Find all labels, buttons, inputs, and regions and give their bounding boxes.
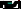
Bar — [3, 2, 5, 8]
Bar — [5, 2, 6, 8]
Bar — [12, 1, 18, 8]
Polygon shape — [3, 2, 18, 8]
Bar — [10, 6, 12, 8]
